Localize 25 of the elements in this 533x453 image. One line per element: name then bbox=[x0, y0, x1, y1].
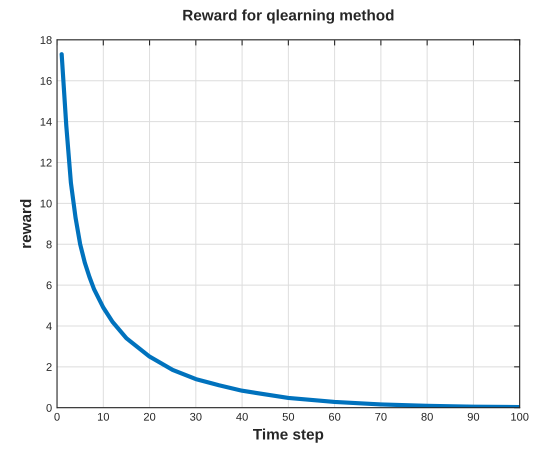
y-tick-label: 0 bbox=[46, 404, 52, 412]
x-tick-label: 20 bbox=[144, 412, 156, 421]
y-tick-label: 18 bbox=[40, 36, 52, 44]
x-axis-title: Time step bbox=[253, 428, 324, 443]
line-series bbox=[60, 52, 520, 408]
x-tick-label: 60 bbox=[329, 412, 340, 421]
x-tick-label: 90 bbox=[468, 412, 480, 421]
y-tick-label: 6 bbox=[46, 281, 52, 290]
x-tick-label: 0 bbox=[54, 412, 60, 421]
x-tick-label: 10 bbox=[98, 412, 110, 421]
y-tick-label: 4 bbox=[46, 322, 52, 330]
y-tick-label: 16 bbox=[40, 77, 52, 85]
y-tick-label: 2 bbox=[46, 363, 52, 371]
y-tick-label: 8 bbox=[46, 240, 52, 248]
x-tick-label: 40 bbox=[236, 412, 248, 421]
x-tick-label: 30 bbox=[190, 412, 202, 421]
x-tick-label: 100 bbox=[511, 412, 529, 421]
x-tick-label: 50 bbox=[282, 412, 294, 421]
chart-title: Reward for qlearning method bbox=[183, 9, 394, 24]
x-tick-label: 80 bbox=[421, 412, 433, 421]
y-tick-label: 12 bbox=[40, 158, 52, 166]
y-axis-title: reward bbox=[20, 200, 32, 248]
y-tick-label: 10 bbox=[40, 200, 52, 208]
y-tick-label: 14 bbox=[40, 118, 52, 126]
x-tick-label: 70 bbox=[375, 412, 387, 421]
